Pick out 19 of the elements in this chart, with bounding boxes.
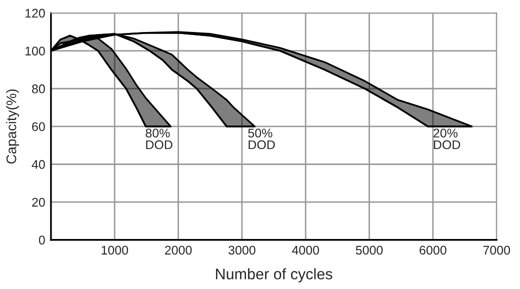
y-tick-label: 80 <box>32 84 45 94</box>
x-axis-title: Number of cycles <box>216 268 332 282</box>
annotation: 80% DOD <box>146 128 172 150</box>
y-tick-label: 120 <box>26 8 45 18</box>
y-tick-label: 0 <box>38 236 45 245</box>
x-tick-label: 1000 <box>102 246 128 255</box>
y-axis-title: Capacity(%) <box>6 89 19 164</box>
x-tick-label: 2000 <box>165 246 192 255</box>
x-tick-label: 7000 <box>483 246 510 255</box>
y-tick-label: 40 <box>32 160 45 169</box>
x-tick-label: 3000 <box>228 246 256 255</box>
x-tick-label: 5000 <box>356 246 383 255</box>
annotation: 50% DOD <box>248 128 275 150</box>
y-tick-label: 100 <box>26 46 45 56</box>
x-tick-label: 4000 <box>292 246 320 255</box>
annotation: 20% DOD <box>434 128 460 150</box>
y-tick-label: 60 <box>32 122 45 132</box>
x-tick-label: 6000 <box>420 246 446 255</box>
y-tick-label: 20 <box>32 198 45 207</box>
